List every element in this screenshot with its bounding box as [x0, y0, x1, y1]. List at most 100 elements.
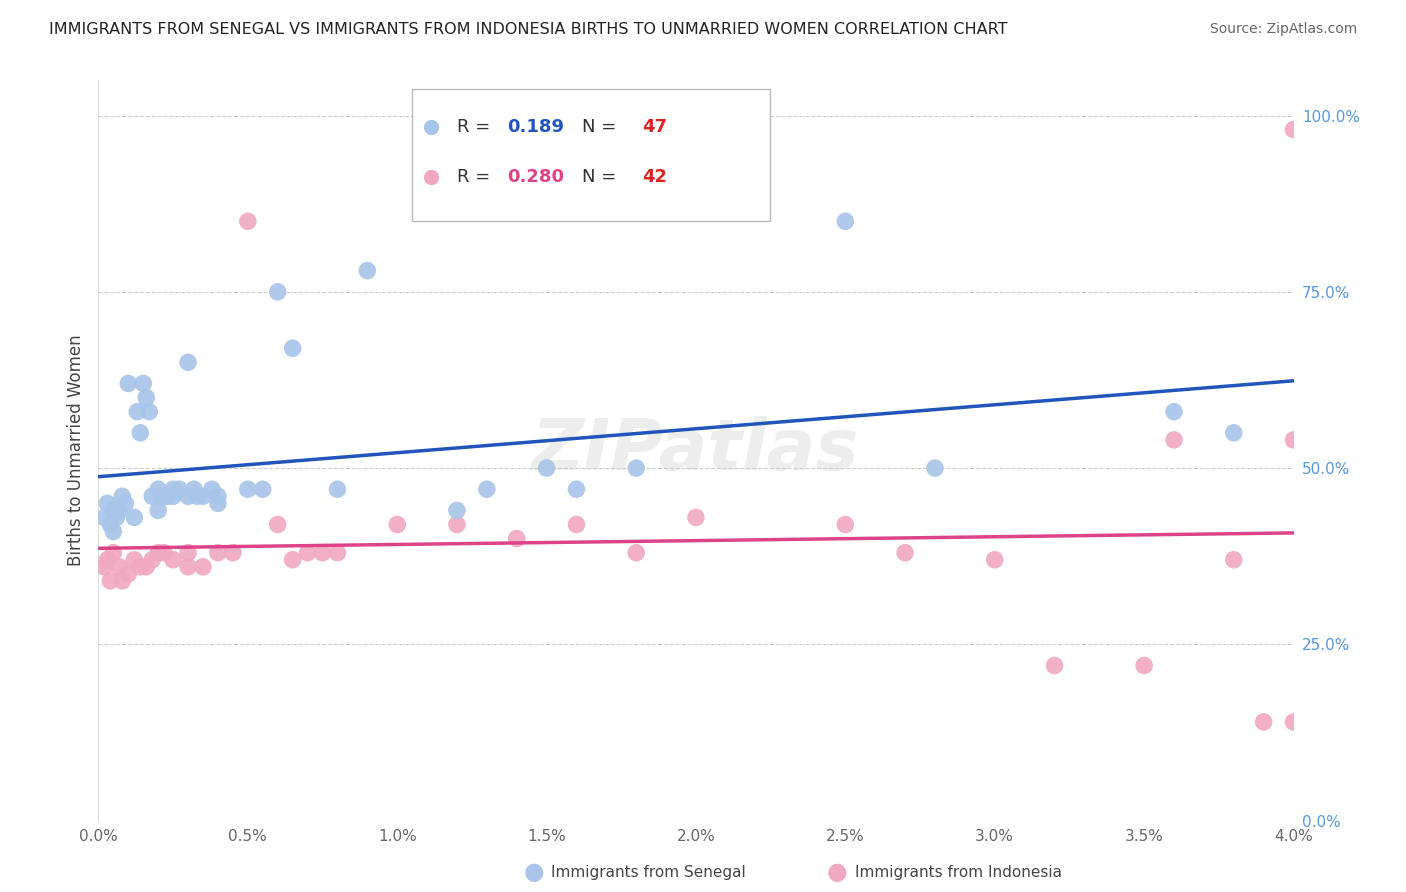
Point: [565, 517, 588, 532]
Point: [177, 546, 200, 560]
Point: [536, 461, 558, 475]
Point: [93, 559, 115, 574]
Point: [1223, 425, 1246, 440]
Text: R =: R =: [457, 118, 496, 136]
Text: N =: N =: [582, 118, 623, 136]
Point: [446, 517, 468, 532]
Point: [1282, 714, 1305, 729]
Point: [141, 489, 163, 503]
Text: R =: R =: [457, 168, 496, 186]
Text: ZIPatlas: ZIPatlas: [533, 416, 859, 485]
Point: [138, 405, 160, 419]
Text: 42: 42: [643, 168, 668, 186]
Point: [114, 496, 136, 510]
Point: [236, 482, 259, 496]
Point: [207, 496, 229, 510]
Point: [191, 559, 214, 574]
Point: [124, 510, 146, 524]
Point: [626, 461, 648, 475]
Point: [103, 546, 125, 560]
Point: [1163, 405, 1185, 419]
Point: [156, 489, 179, 503]
Point: [96, 553, 118, 567]
Point: [924, 461, 946, 475]
Point: [108, 503, 131, 517]
Point: [201, 482, 224, 496]
Point: [177, 559, 200, 574]
Point: [135, 559, 157, 574]
Point: [183, 482, 205, 496]
Point: [96, 496, 118, 510]
Point: [281, 341, 304, 355]
Text: ●: ●: [524, 861, 544, 884]
Point: [117, 566, 139, 581]
Point: [834, 517, 856, 532]
Point: [281, 553, 304, 567]
Point: [135, 391, 157, 405]
Point: [1163, 433, 1185, 447]
Point: [148, 482, 170, 496]
Point: [98, 517, 122, 532]
Point: [186, 489, 208, 503]
Point: [129, 425, 152, 440]
Point: [1133, 658, 1156, 673]
Point: [1282, 433, 1305, 447]
Point: [311, 546, 333, 560]
Point: [356, 263, 378, 277]
Point: [685, 510, 707, 524]
Point: [222, 546, 245, 560]
Point: [207, 546, 229, 560]
Text: IMMIGRANTS FROM SENEGAL VS IMMIGRANTS FROM INDONESIA BIRTHS TO UNMARRIED WOMEN C: IMMIGRANTS FROM SENEGAL VS IMMIGRANTS FR…: [49, 22, 1008, 37]
Point: [565, 482, 588, 496]
Point: [127, 405, 149, 419]
Point: [111, 574, 134, 588]
Point: [162, 489, 184, 503]
Point: [162, 482, 184, 496]
Point: [162, 553, 184, 567]
Y-axis label: Births to Unmarried Women: Births to Unmarried Women: [66, 334, 84, 566]
Point: [506, 532, 529, 546]
Point: [111, 489, 134, 503]
Point: [1043, 658, 1066, 673]
Text: 0.280: 0.280: [508, 168, 564, 186]
Point: [267, 517, 290, 532]
Point: [326, 482, 349, 496]
Point: [236, 214, 259, 228]
Point: [252, 482, 274, 496]
Point: [141, 553, 163, 567]
Text: N =: N =: [582, 168, 623, 186]
Point: [267, 285, 290, 299]
Point: [1223, 553, 1246, 567]
Point: [117, 376, 139, 391]
Point: [148, 503, 170, 517]
Point: [177, 355, 200, 369]
Text: Source: ZipAtlas.com: Source: ZipAtlas.com: [1209, 22, 1357, 37]
Text: 47: 47: [643, 118, 668, 136]
Point: [148, 546, 170, 560]
Point: [150, 489, 173, 503]
Point: [105, 510, 128, 524]
Point: [103, 524, 125, 539]
Point: [191, 489, 214, 503]
Point: [177, 489, 200, 503]
Point: [207, 489, 229, 503]
Text: 0.189: 0.189: [508, 118, 564, 136]
Point: [834, 214, 856, 228]
Point: [297, 546, 319, 560]
Point: [153, 546, 176, 560]
Point: [446, 503, 468, 517]
Point: [132, 376, 155, 391]
Point: [626, 546, 648, 560]
Point: [385, 517, 409, 532]
Point: [129, 559, 152, 574]
Point: [475, 482, 498, 496]
Point: [167, 482, 190, 496]
Text: Immigrants from Senegal: Immigrants from Senegal: [551, 865, 747, 880]
Text: ●: ●: [827, 861, 846, 884]
Point: [103, 503, 125, 517]
Point: [1253, 714, 1275, 729]
Point: [93, 510, 115, 524]
Point: [108, 559, 131, 574]
FancyBboxPatch shape: [412, 89, 770, 221]
Text: Immigrants from Indonesia: Immigrants from Indonesia: [855, 865, 1062, 880]
